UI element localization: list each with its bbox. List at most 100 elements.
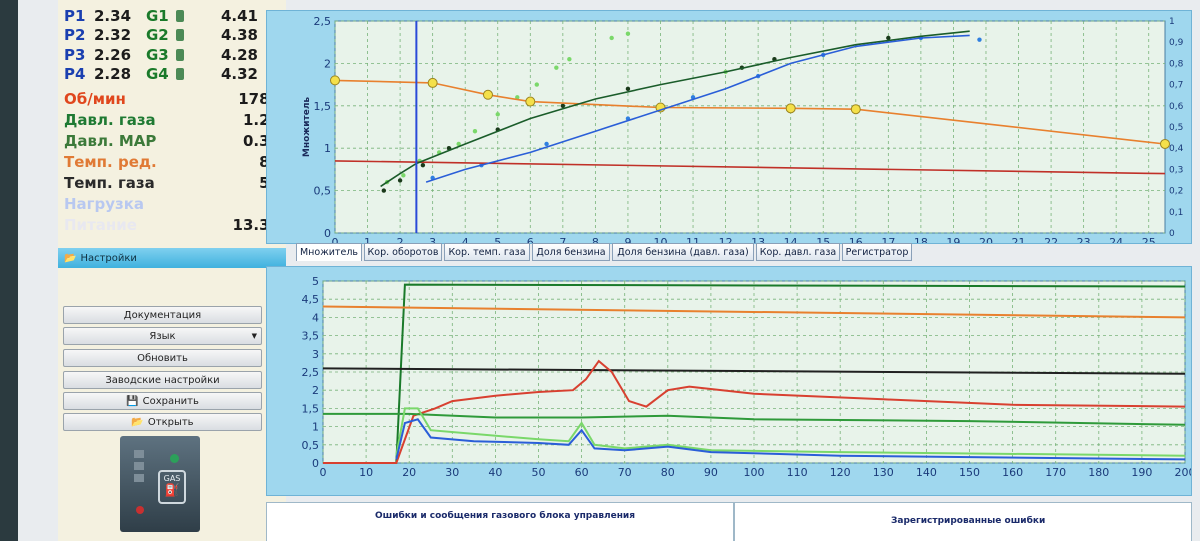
series-marker (1160, 138, 1170, 149)
factory-settings-button[interactable]: Заводские настройки (63, 371, 262, 389)
parameter-row: Давл. МАР 0.35 (64, 132, 284, 153)
x-tick-label: 200 (1175, 466, 1192, 479)
x-tick-label: 2 (397, 236, 404, 243)
series-line (323, 359, 1186, 464)
injector-row: P1 2.34 G1 4.41 (64, 6, 284, 26)
parameter-row: Нагрузка3 (64, 195, 284, 216)
x-tick-label: 110 (787, 466, 808, 479)
y2-tick-label: 0 (1169, 229, 1175, 239)
x-tick-label: 20 (402, 466, 416, 479)
open-button[interactable]: 📂 Открыть (63, 413, 262, 431)
injector-row: P4 2.28 G4 4.32 (64, 65, 284, 85)
x-tick-label: 3 (429, 236, 436, 243)
series-line (334, 160, 1166, 175)
x-tick-label: 160 (1002, 466, 1023, 479)
y-tick-label: 5 (312, 275, 319, 288)
parameter-row: Об/мин 1786 (64, 90, 284, 111)
registered-errors-label: Зарегистрированные ошибки (891, 516, 1046, 526)
pressure-value: 2.34 (94, 6, 132, 25)
x-tick-label: 9 (624, 236, 631, 243)
x-tick-label: 130 (873, 466, 894, 479)
x-tick-label: 1 (364, 236, 371, 243)
parameter-row: Питание 13.30 (64, 216, 284, 237)
x-tick-label: 15 (816, 236, 830, 243)
scatter-point (625, 86, 631, 92)
injector-row: P3 2.26 G3 4.28 (64, 45, 284, 65)
scatter-point (420, 162, 426, 168)
parameter-row: Темп. ред.84 (64, 153, 284, 174)
x-tick-label: 60 (575, 466, 589, 479)
y2-tick-label: 0,8 (1169, 59, 1184, 69)
chart-tab[interactable]: Доля бензина (532, 243, 610, 261)
x-tick-label: 100 (744, 466, 765, 479)
scatter-point (567, 56, 572, 62)
pressure-label: P2 (64, 26, 86, 45)
chart-tab[interactable]: Кор. давл. газа (756, 243, 840, 261)
injector-label: G2 (146, 26, 169, 45)
errors-panel (266, 502, 734, 541)
language-dropdown[interactable]: Язык ▼ (63, 327, 262, 345)
series-marker (427, 77, 438, 88)
save-label: Сохранить (142, 395, 199, 407)
settings-label: Настройки (80, 252, 137, 264)
x-tick-label: 4 (462, 236, 469, 243)
x-tick-label: 24 (1109, 236, 1123, 243)
x-tick-label: 0 (320, 466, 327, 479)
x-tick-label: 70 (618, 466, 632, 479)
y-tick-label: 2 (312, 384, 319, 397)
parameter-label: Питание (64, 216, 137, 234)
left-panel: P1 2.34 G1 4.41 P2 2.32 G2 4.38 P3 2.26 G3 4.28 P4 2.… (58, 0, 286, 541)
pressure-value: 2.32 (94, 26, 132, 45)
injector-icon (176, 48, 184, 61)
scatter-point (544, 141, 549, 147)
plot-area (334, 20, 1166, 234)
scatter-point (886, 35, 891, 41)
scatter-point (495, 112, 500, 117)
x-tick-label: 17 (881, 236, 895, 243)
chart-tab[interactable]: Множитель (296, 243, 362, 261)
injector-icon (176, 29, 184, 42)
series-line (395, 407, 1186, 457)
scatter-point (534, 82, 540, 87)
folder-icon: 📂 (64, 252, 77, 264)
y-tick-label: 1 (324, 142, 331, 155)
scatter-point (401, 173, 406, 178)
scatter-point (381, 188, 387, 193)
x-tick-label: 7 (559, 236, 566, 243)
series-line (380, 30, 970, 188)
settings-tab[interactable]: 📂 Настройки (58, 248, 286, 268)
chart-tab[interactable]: Регистратор (842, 243, 912, 261)
fuel-pump-icon: ⛽ (164, 483, 180, 497)
chart-tab[interactable]: Доля бензина (давл. газа) (612, 243, 754, 261)
x-tick-label: 12 (719, 236, 733, 243)
injector-value: 4.32 (220, 65, 258, 84)
pressure-value: 2.28 (94, 65, 132, 84)
save-button[interactable]: 💾 Сохранить (63, 392, 262, 410)
scatter-point (560, 103, 566, 109)
y-tick-label: 3,5 (302, 330, 320, 343)
y2-tick-label: 0,9 (1169, 38, 1184, 48)
injector-value: 4.41 (220, 6, 258, 25)
y-tick-label: 0,5 (314, 185, 332, 198)
series-line (323, 412, 1186, 426)
x-tick-label: 5 (494, 236, 501, 243)
errors-label: Ошибки и сообщения газового блока управл… (375, 511, 636, 521)
parameter-label: Нагрузка (64, 195, 145, 213)
multiplier-chart: 0 1 2 3 4 5 6 7 8 9 10 11 12 13 14 15 16 17 18 19 20 21 22 23 24… (302, 15, 1200, 263)
y2-tick-label: 0,5 (1169, 123, 1183, 133)
save-icon: 💾 (126, 395, 139, 407)
screen: P1 2.34 G1 4.41 P2 2.32 G2 4.38 P3 2.26 G3 4.28 P4 2.… (18, 0, 1200, 541)
update-button[interactable]: Обновить (63, 349, 262, 367)
chart-tab[interactable]: Кор. темп. газа (444, 243, 530, 261)
series-line (425, 34, 970, 183)
y-tick-label: 0 (312, 457, 319, 470)
x-tick-label: 40 (488, 466, 502, 479)
x-tick-label: 80 (661, 466, 675, 479)
y2-tick-label: 0,1 (1169, 208, 1183, 218)
y2-tick-label: 0,6 (1169, 102, 1184, 112)
open-label: Открыть (147, 416, 194, 428)
docs-button[interactable]: Документация (63, 306, 262, 324)
chart-tab[interactable]: Кор. оборотов (364, 243, 442, 261)
y-tick-label: 2,5 (302, 366, 320, 379)
scatter-point (977, 37, 982, 42)
